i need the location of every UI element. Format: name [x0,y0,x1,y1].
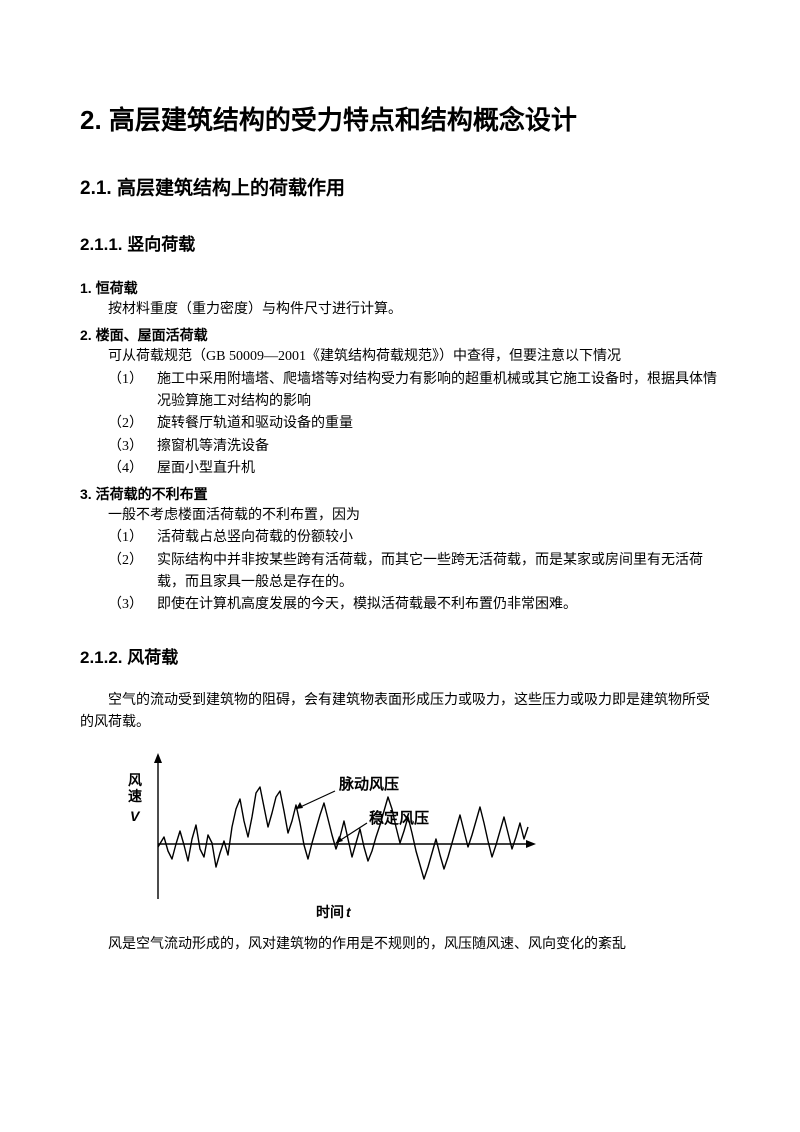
sub-num: （3） [108,436,157,458]
sub-item: （3） 擦窗机等清洗设备 [80,436,720,458]
sub-item: （1） 施工中采用附墙塔、爬墙塔等对结构受力有影响的超重机械或其它施工设备时，根… [80,369,720,414]
section-2-1-1-heading: 2.1.1. 竖向荷载 [80,230,720,255]
sub-item: （1） 活荷载占总竖向荷载的份额较小 [80,527,720,549]
sub-text: 屋面小型直升机 [157,458,720,480]
svg-text:风速V: 风速V [128,772,142,824]
wind-para-1: 空气的流动受到建筑物的阻碍，会有建筑物表面形成压力或吸力，这些压力或吸力即是建筑… [80,690,720,735]
sub-num: （4） [108,458,157,480]
svg-text:时间t: 时间t [316,904,352,919]
item-2-head: 2. 楼面、屋面活荷载 [80,324,720,346]
item-1-head: 1. 恒荷载 [80,277,720,299]
sub-num: （3） [108,594,157,616]
section-2-1-2-heading: 2.1.2. 风荷载 [80,643,720,668]
sub-num: （2） [108,413,157,435]
sub-num: （1） [108,369,157,414]
sub-text: 施工中采用附墙塔、爬墙塔等对结构受力有影响的超重机械或其它施工设备时，根据具体情… [157,369,720,414]
item-3-body: 一般不考虑楼面活荷载的不利布置，因为 [80,505,720,527]
sub-num: （1） [108,527,157,549]
sub-text: 实际结构中并非按某些跨有活荷载，而其它一些跨无活荷载，而是某家或房间里有无活荷载… [157,550,720,595]
item-2-body: 可从荷载规范（GB 50009—2001《建筑结构荷载规范》）中查得，但要注意以… [80,346,720,368]
svg-text:稳定风压: 稳定风压 [369,809,429,827]
sub-item: （2） 实际结构中并非按某些跨有活荷载，而其它一些跨无活荷载，而是某家或房间里有… [80,550,720,595]
sub-item: （2） 旋转餐厅轨道和驱动设备的重量 [80,413,720,435]
chapter-title: 2. 高层建筑结构的受力特点和结构概念设计 [80,100,720,137]
list-item: 1. 恒荷载 按材料重度（重力密度）与构件尺寸进行计算。 [80,277,720,322]
sub-text: 擦窗机等清洗设备 [157,436,720,458]
item-1-body: 按材料重度（重力密度）与构件尺寸进行计算。 [80,299,720,321]
wind-line-chart: 脉动风压稳定风压 风速V 时间t [110,749,540,919]
wind-chart: 脉动风压稳定风压 风速V 时间t [110,749,720,924]
sub-item: （3） 即使在计算机高度发展的今天，模拟活荷载最不利布置仍非常困难。 [80,594,720,616]
wind-para-2: 风是空气流动形成的，风对建筑物的作用是不规则的，风压随风速、风向变化的紊乱 [80,934,720,956]
sub-text: 旋转餐厅轨道和驱动设备的重量 [157,413,720,435]
list-item: 2. 楼面、屋面活荷载 可从荷载规范（GB 50009—2001《建筑结构荷载规… [80,324,720,481]
item-3-head: 3. 活荷载的不利布置 [80,483,720,505]
sub-num: （2） [108,550,157,595]
list-item: 3. 活荷载的不利布置 一般不考虑楼面活荷载的不利布置，因为 （1） 活荷载占总… [80,483,720,617]
sub-text: 即使在计算机高度发展的今天，模拟活荷载最不利布置仍非常困难。 [157,594,720,616]
sub-text: 活荷载占总竖向荷载的份额较小 [157,527,720,549]
svg-text:脉动风压: 脉动风压 [338,775,399,793]
section-2-1-heading: 2.1. 高层建筑结构上的荷载作用 [80,173,720,200]
sub-item: （4） 屋面小型直升机 [80,458,720,480]
